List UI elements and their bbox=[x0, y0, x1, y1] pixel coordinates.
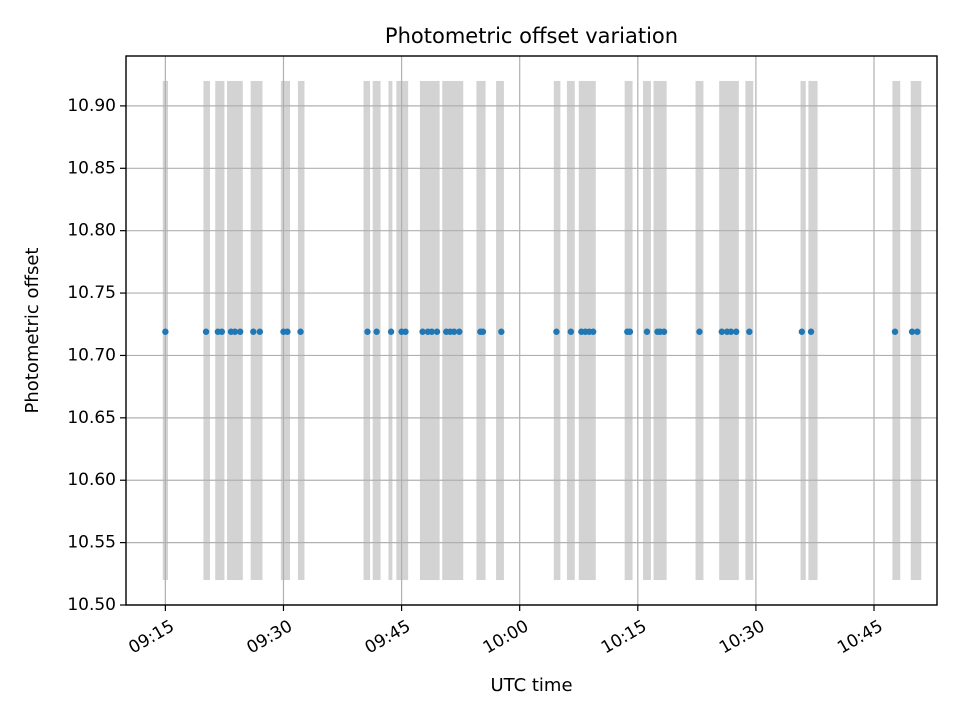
y-tick-label: 10.55 bbox=[67, 533, 116, 553]
y-tick-label: 10.80 bbox=[67, 221, 116, 241]
data-point bbox=[746, 328, 753, 335]
data-point bbox=[373, 328, 380, 335]
data-point bbox=[456, 328, 463, 335]
y-tick-label: 10.75 bbox=[67, 283, 116, 303]
observation-bands bbox=[162, 80, 922, 581]
data-point bbox=[250, 328, 257, 335]
plot-frame bbox=[125, 55, 938, 606]
x-axis-label: UTC time bbox=[490, 675, 572, 696]
data-point bbox=[162, 328, 169, 335]
x-tick-label: 10:15 bbox=[598, 616, 650, 658]
x-tick-label: 09:15 bbox=[125, 616, 177, 658]
x-tick-label: 09:45 bbox=[362, 616, 414, 658]
data-point bbox=[589, 328, 597, 335]
data-point bbox=[428, 328, 435, 335]
data-point bbox=[908, 328, 916, 335]
data-point bbox=[218, 328, 225, 335]
data-point bbox=[798, 328, 806, 335]
y-tick-label: 10.85 bbox=[67, 158, 116, 178]
data-point bbox=[727, 328, 735, 335]
data-point bbox=[914, 328, 921, 335]
chart-title: Photometric offset variation bbox=[385, 24, 678, 48]
data-point bbox=[236, 328, 244, 335]
data-points bbox=[162, 328, 921, 335]
y-tick-label: 10.60 bbox=[67, 470, 116, 490]
observation-band bbox=[250, 80, 263, 581]
data-point bbox=[231, 328, 239, 335]
data-point bbox=[284, 328, 291, 335]
data-point bbox=[643, 328, 651, 335]
data-point bbox=[733, 328, 740, 335]
data-point bbox=[364, 328, 371, 335]
data-point bbox=[498, 328, 505, 335]
data-point bbox=[387, 328, 395, 335]
x-tick-label: 10:30 bbox=[716, 616, 768, 658]
y-axis-label: Photometric offset bbox=[22, 248, 43, 414]
data-point bbox=[479, 328, 487, 335]
y-axis-ticks: 10.50 10.55 10.60 10.65 10.70 10.75 10.80 10.85… bbox=[67, 96, 126, 615]
data-point bbox=[553, 328, 560, 335]
data-point bbox=[567, 328, 575, 335]
y-tick-label: 10.90 bbox=[67, 96, 116, 116]
y-tick-label: 10.50 bbox=[67, 595, 116, 615]
data-point bbox=[718, 328, 725, 335]
data-point bbox=[297, 328, 304, 335]
y-tick-label: 10.65 bbox=[67, 408, 116, 428]
data-point bbox=[419, 328, 426, 335]
data-point bbox=[660, 328, 668, 335]
x-tick-label: 10:45 bbox=[834, 616, 886, 658]
x-tick-label: 10:00 bbox=[480, 616, 532, 658]
data-point bbox=[626, 328, 634, 335]
data-point bbox=[202, 328, 210, 335]
data-point bbox=[256, 328, 264, 335]
x-tick-label: 09:30 bbox=[244, 616, 296, 658]
y-tick-label: 10.70 bbox=[67, 345, 116, 365]
data-point bbox=[402, 328, 409, 335]
x-axis-ticks: 09:15 09:30 09:45 10:00 10:15 10:30 10:45 bbox=[125, 605, 887, 658]
data-point bbox=[450, 328, 458, 335]
data-point bbox=[807, 328, 815, 335]
data-point bbox=[696, 328, 703, 335]
data-point bbox=[433, 328, 441, 335]
data-point bbox=[891, 328, 899, 335]
